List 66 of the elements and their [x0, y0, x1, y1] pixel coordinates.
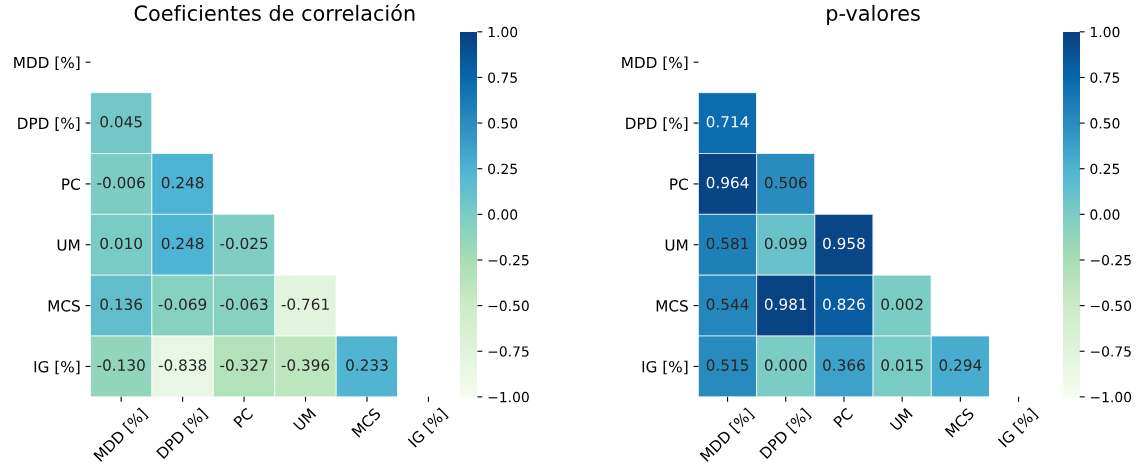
color-bar-label: 0.25: [488, 163, 517, 175]
color-bar-label: 1.00: [488, 26, 518, 38]
color-bar-label: −1.00: [488, 391, 529, 403]
data-label: 0.248: [161, 176, 204, 189]
data-label: 0.010: [100, 237, 143, 250]
data-label: -0.761: [281, 298, 329, 311]
data-label: 0.366: [823, 359, 865, 371]
color-bar-label: 0.00: [488, 209, 518, 220]
chart-title: Coeficientes de correlación: [134, 4, 415, 22]
data-label: -0.130: [97, 359, 145, 371]
data-label: 0.294: [939, 359, 982, 371]
data-label: 0.000: [764, 359, 807, 371]
y-tick-label: MDD [%]: [14, 56, 80, 71]
data-label: 0.233: [346, 359, 388, 371]
data-label: 0.002: [881, 298, 923, 311]
data-label: 0.958: [823, 237, 865, 250]
color-bar-label: 1.00: [1090, 26, 1120, 38]
data-label: -0.396: [281, 359, 330, 371]
x-tick-label: UM: [889, 407, 913, 432]
data-label: 0.826: [823, 298, 865, 311]
color-bar-label: −0.25: [1090, 254, 1131, 266]
color-bar-label: −0.50: [1090, 300, 1132, 312]
data-label: 0.964: [706, 176, 749, 189]
data-label: 0.714: [706, 115, 749, 128]
color-bar-label: 0.00: [1090, 209, 1120, 220]
color-bar-label: 0.75: [1090, 72, 1120, 83]
x-tick-label: UM: [292, 407, 317, 432]
x-tick-label: PC: [233, 407, 254, 428]
data-label: -0.327: [220, 359, 268, 371]
data-label: 0.136: [100, 298, 143, 311]
data-label: 0.506: [764, 176, 807, 189]
y-tick-label: MCS: [656, 300, 688, 312]
y-tick-label: IG [%]: [34, 360, 80, 375]
color-bar-label: −0.75: [488, 346, 529, 357]
color-bar-label: −0.50: [488, 300, 529, 312]
y-tick-label: UM: [57, 239, 80, 251]
data-label: 0.515: [706, 359, 749, 371]
y-tick-label: PC: [670, 178, 688, 190]
data-label: -0.025: [220, 237, 268, 250]
data-label: -0.006: [97, 176, 145, 189]
y-tick-label: UM: [665, 239, 688, 251]
y-tick-label: MDD [%]: [622, 56, 688, 71]
y-tick-label: MCS: [48, 300, 80, 312]
data-label: 0.015: [881, 359, 923, 371]
data-label: 0.581: [706, 237, 749, 250]
color-bar-label: 0.25: [1090, 163, 1120, 175]
y-tick-label: PC: [62, 178, 80, 190]
color-bar-label: 0.50: [488, 118, 518, 129]
data-label: -0.063: [220, 298, 268, 311]
color-bar-label: −0.25: [488, 254, 529, 266]
data-label: -0.069: [158, 298, 207, 311]
data-label: 0.544: [706, 298, 749, 311]
color-bar-label: −0.75: [1090, 346, 1131, 357]
color-bar-label: −1.00: [1090, 391, 1132, 403]
data-label: -0.838: [158, 359, 207, 371]
data-label: 0.045: [100, 115, 142, 128]
data-label: 0.981: [764, 298, 807, 311]
data-label: 0.248: [161, 237, 204, 250]
chart-title: p-valores: [827, 4, 920, 26]
color-bar-label: 0.75: [488, 72, 517, 83]
y-tick-label: IG [%]: [642, 360, 688, 375]
y-tick-label: DPD [%]: [18, 117, 80, 131]
x-tick-label: PC: [832, 407, 854, 428]
y-tick-label: DPD [%]: [626, 117, 688, 131]
data-label: 0.099: [764, 237, 807, 250]
color-bar-label: 0.50: [1090, 118, 1120, 129]
